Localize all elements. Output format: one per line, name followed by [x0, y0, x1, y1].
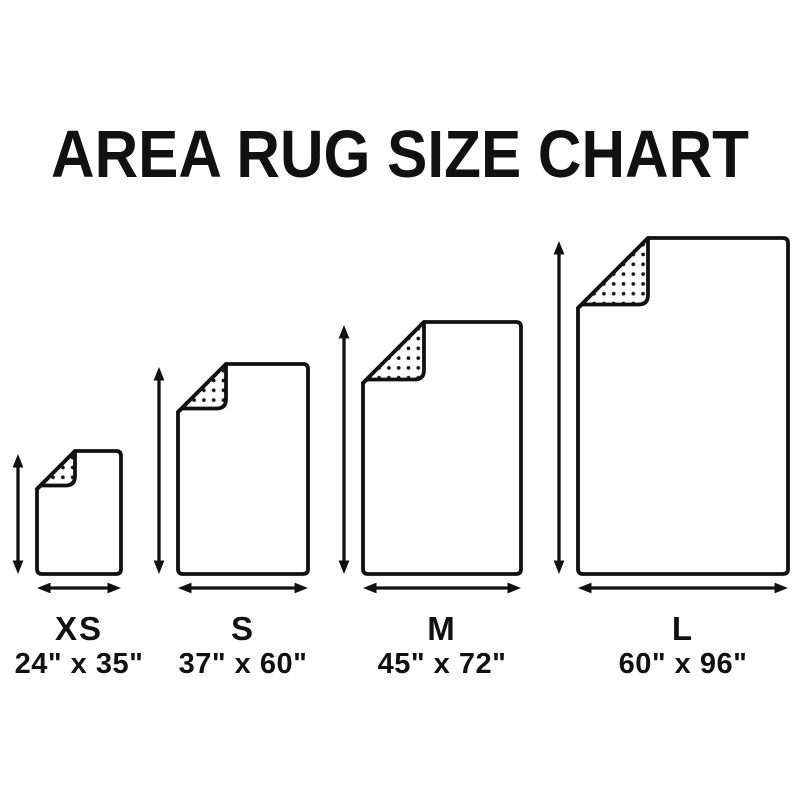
width-arrow [37, 582, 121, 594]
folded-corner [35, 449, 77, 491]
rug-figure-m [338, 320, 523, 594]
height-arrow [153, 367, 165, 574]
rug-outline [176, 362, 310, 576]
size-dimensions: 24" x 35" [14, 648, 144, 680]
size-dimensions: 37" x 60" [178, 648, 308, 680]
size-label: XS [54, 610, 104, 647]
size-label: M [427, 610, 457, 647]
rug-outline [35, 449, 123, 576]
rug-figure-s [153, 362, 310, 594]
folded-corner [176, 362, 228, 414]
rug-outline [361, 320, 523, 576]
width-arrow [363, 582, 521, 594]
height-arrow [338, 325, 350, 574]
width-arrow [578, 582, 788, 594]
height-arrow [553, 241, 565, 574]
width-arrow [178, 582, 308, 594]
height-arrow [12, 454, 24, 574]
page-title: AREA RUG SIZE CHART [51, 117, 749, 192]
rug-outline [576, 236, 790, 576]
folded-corner [576, 236, 650, 310]
size-dimensions: 45" x 72" [377, 648, 507, 680]
rug-figure-xs [12, 449, 123, 594]
rug-figure-l [553, 236, 790, 594]
size-label: S [230, 610, 255, 647]
folded-corner [361, 320, 426, 385]
size-label: L [671, 610, 695, 647]
size-dimensions: 60" x 96" [618, 648, 748, 680]
